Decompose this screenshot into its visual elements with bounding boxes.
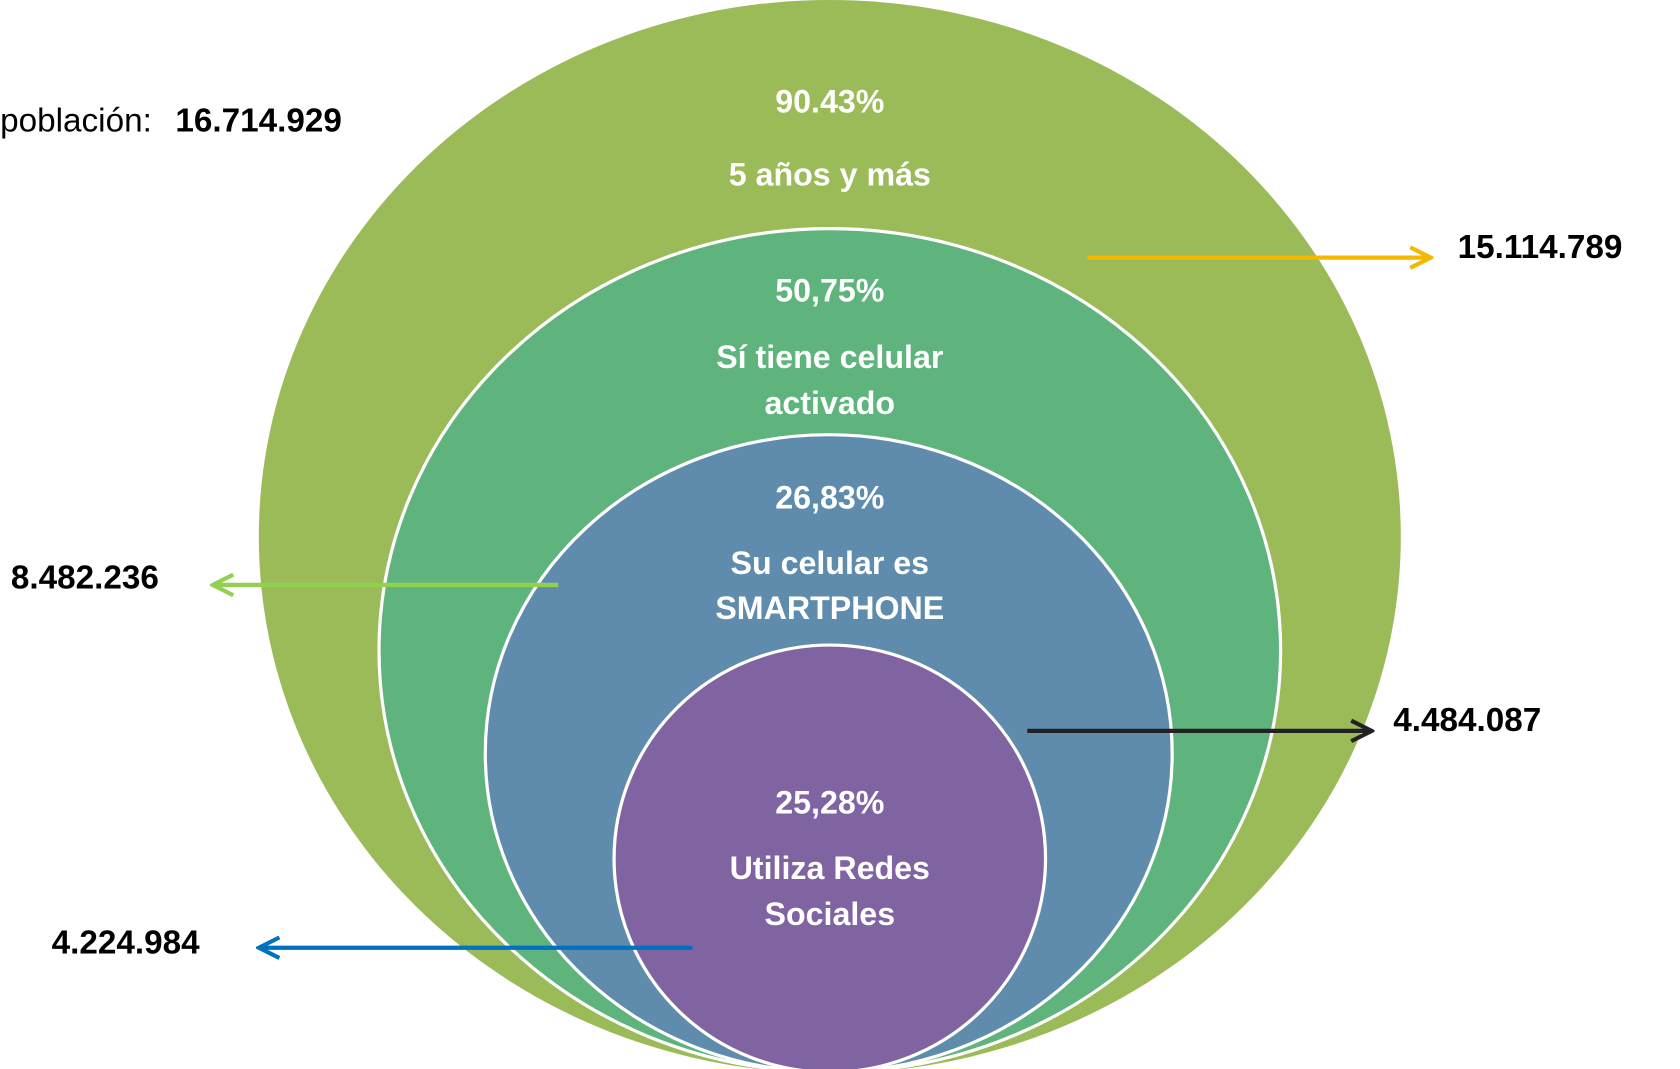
percent: 25,28% bbox=[775, 784, 884, 820]
population-label: población: bbox=[0, 102, 152, 139]
ring-social bbox=[612, 643, 1048, 1069]
ring-label: 5 años y más bbox=[729, 157, 931, 193]
ring-label: Utiliza Redes bbox=[730, 850, 930, 886]
percent: 50,75% bbox=[775, 273, 884, 309]
ring-label: activado bbox=[765, 385, 896, 421]
total: 4.224.984 bbox=[52, 924, 200, 961]
total: 8.482.236 bbox=[11, 559, 159, 596]
population-value: 16.714.929 bbox=[175, 102, 342, 139]
ring-label: Sí tiene celular bbox=[716, 339, 944, 375]
ring-label: Sociales bbox=[764, 896, 895, 932]
total: 15.114.789 bbox=[1458, 229, 1623, 266]
ring-label: SMARTPHONE bbox=[715, 590, 944, 626]
population: población: 16.714.929 bbox=[0, 102, 342, 139]
ring-label: Su celular es bbox=[730, 545, 929, 581]
total: 4.484.087 bbox=[1393, 702, 1541, 739]
percent: 90.43% bbox=[775, 84, 884, 120]
percent: 26,83% bbox=[775, 480, 884, 516]
